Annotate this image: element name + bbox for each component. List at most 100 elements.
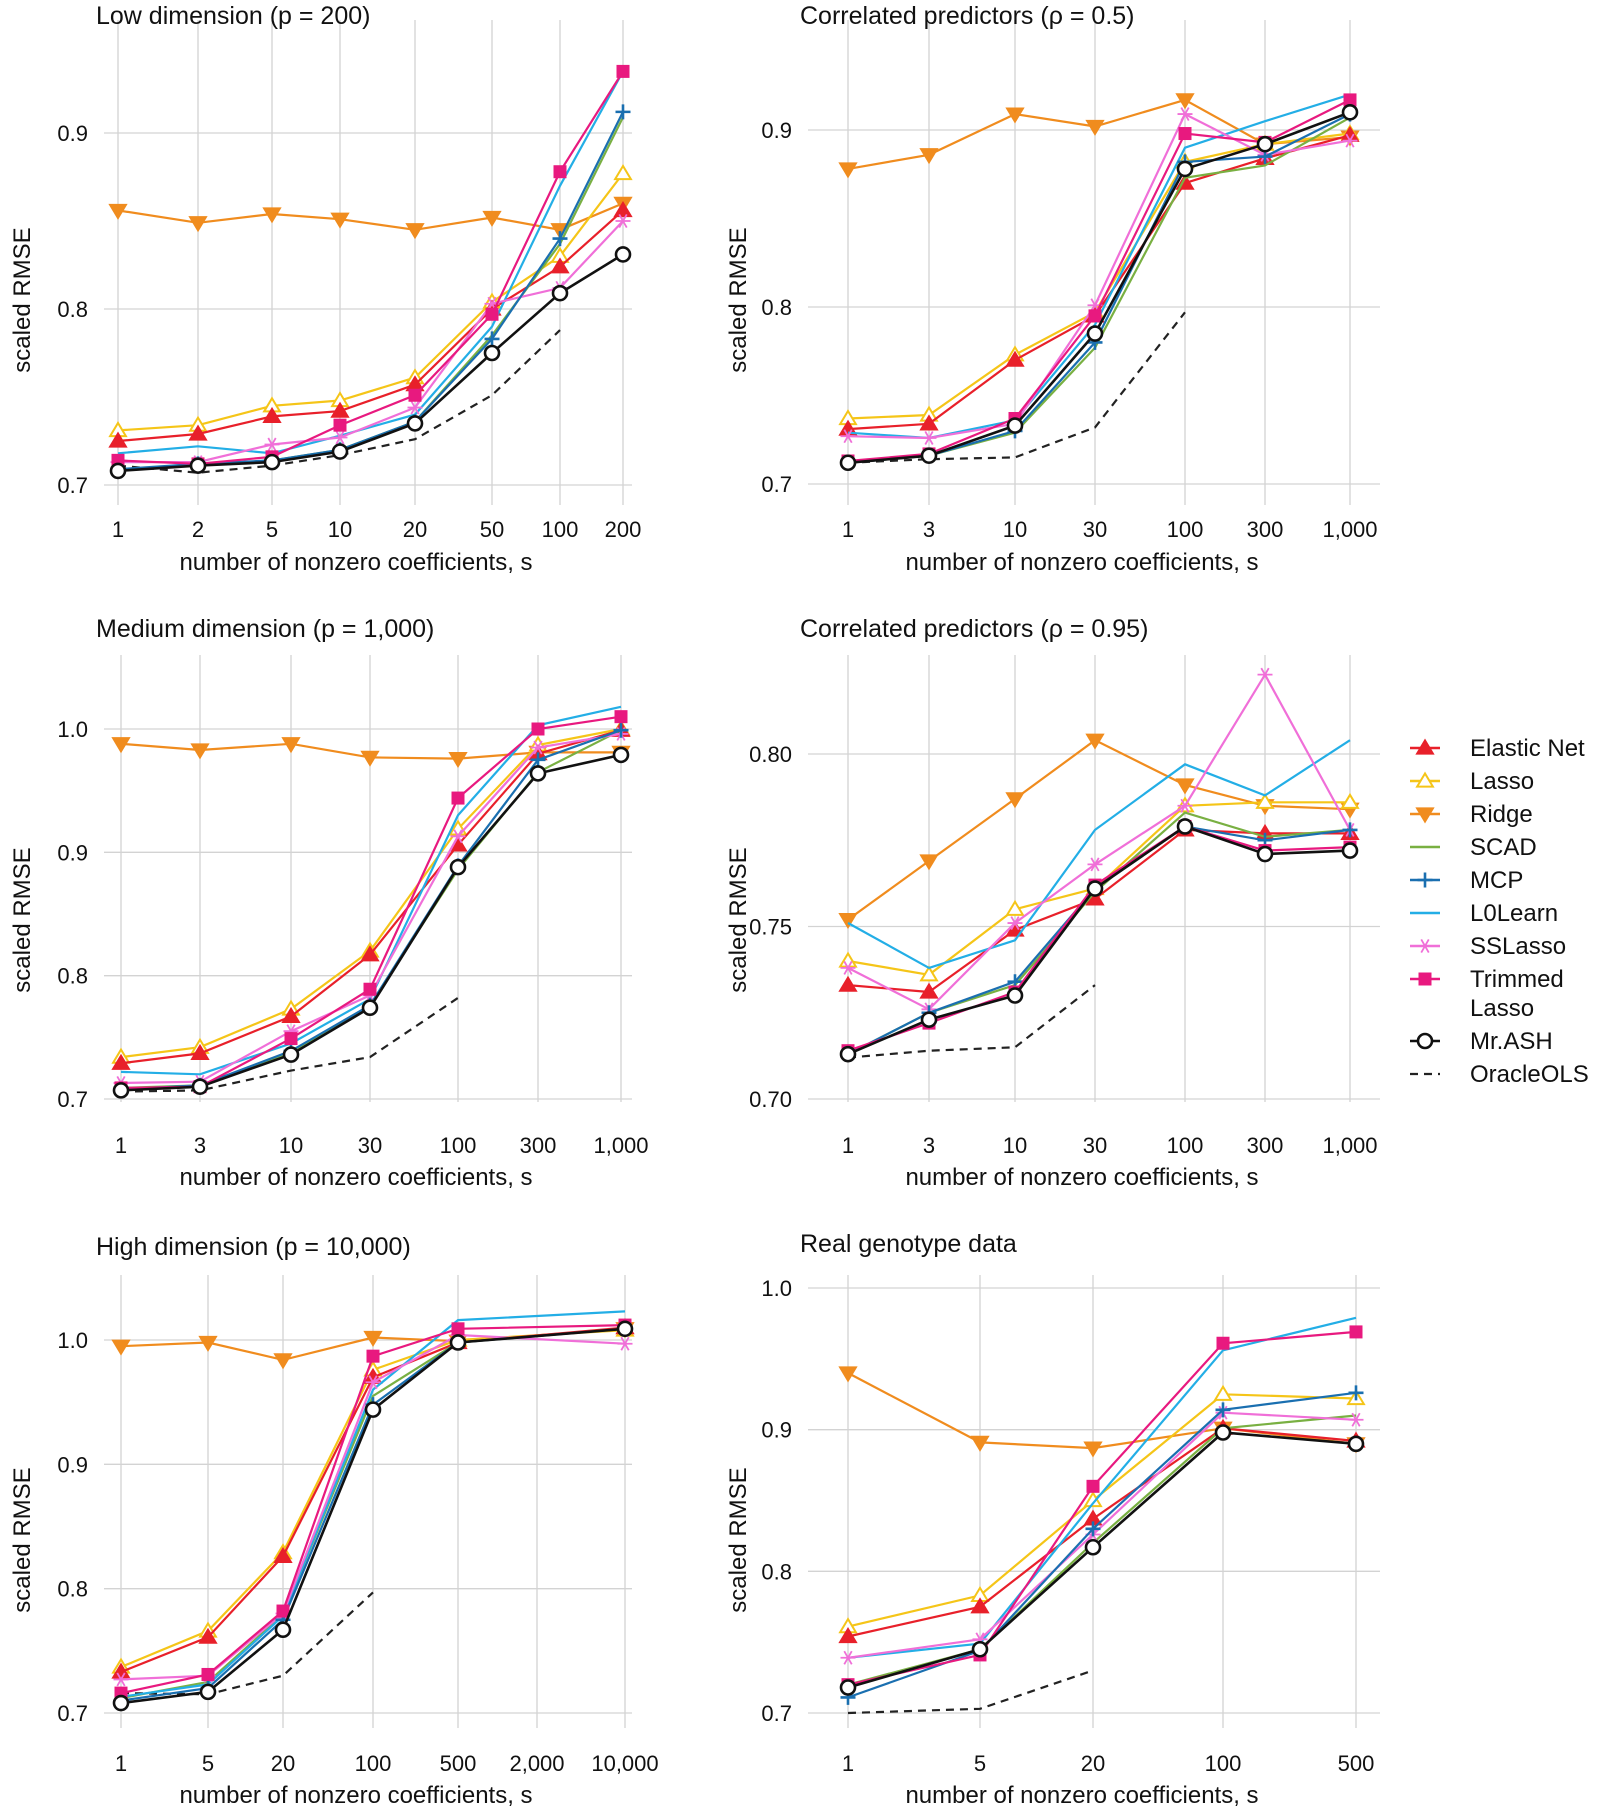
point-ridge bbox=[1005, 792, 1025, 809]
point-lasso bbox=[919, 965, 939, 982]
x-tick-label: 30 bbox=[358, 1133, 382, 1158]
x-tick-label: 1 bbox=[115, 1751, 127, 1776]
y-tick-label: 0.7 bbox=[761, 472, 792, 497]
series-line-trimmed-lasso bbox=[847, 1330, 1357, 1686]
point-sslasso bbox=[332, 430, 348, 445]
panel-title: Correlated predictors (ρ = 0.95) bbox=[800, 615, 1148, 643]
legend-item-sslasso: SSLasso bbox=[1410, 933, 1566, 960]
x-tick-label: 10 bbox=[279, 1133, 303, 1158]
x-tick-label: 20 bbox=[1081, 1751, 1105, 1776]
x-tick-label: 300 bbox=[520, 1133, 557, 1158]
point-sslasso bbox=[615, 214, 631, 228]
series-line-lasso bbox=[117, 172, 624, 432]
point-ridge bbox=[1175, 93, 1195, 110]
series-mr-ash bbox=[839, 1424, 1365, 1696]
y-tick-label: 1.0 bbox=[761, 1276, 792, 1301]
point-elastic-net bbox=[198, 1627, 218, 1644]
x-tick-label: 1,000 bbox=[593, 1133, 648, 1158]
legend-label: SSLasso bbox=[1470, 933, 1566, 960]
point-ridge bbox=[919, 854, 939, 871]
point-ridge bbox=[273, 1353, 293, 1370]
x-tick-label: 10 bbox=[328, 517, 352, 542]
point-mcp bbox=[613, 722, 629, 738]
point-ridge bbox=[111, 1339, 131, 1356]
point-ridge bbox=[1175, 778, 1195, 795]
series-mr-ash bbox=[109, 246, 632, 480]
x-tick-label: 100 bbox=[1205, 1751, 1242, 1776]
point-mr-ash bbox=[1256, 135, 1274, 153]
series-line-l0learn bbox=[847, 739, 1351, 970]
legend-label: Trimmed Lasso bbox=[1470, 966, 1564, 1022]
series-ridge bbox=[838, 1366, 1366, 1458]
series-trimmed-lasso bbox=[841, 819, 1357, 1058]
legend-marker bbox=[1417, 939, 1433, 953]
point-ridge bbox=[198, 1335, 218, 1352]
series-line-scad bbox=[847, 1414, 1357, 1686]
point-mcp bbox=[1215, 1402, 1231, 1418]
point-elastic-net bbox=[613, 200, 633, 218]
x-axis-label: number of nonzero coefficients, s bbox=[179, 1782, 532, 1809]
series-oracleols bbox=[847, 311, 1186, 464]
point-sslasso bbox=[1177, 798, 1193, 813]
series-mcp bbox=[113, 722, 629, 1097]
point-mr-ash bbox=[1341, 104, 1359, 121]
point-ridge bbox=[919, 148, 939, 165]
panel-title: Low dimension (p = 200) bbox=[96, 2, 370, 30]
y-axis-label: scaled RMSE bbox=[725, 847, 752, 992]
series-oracleols bbox=[120, 996, 459, 1093]
point-mr-ash bbox=[361, 999, 379, 1017]
y-tick-label: 0.8 bbox=[57, 964, 88, 989]
point-sslasso bbox=[921, 431, 937, 445]
y-tick-label: 0.75 bbox=[749, 915, 792, 940]
point-mr-ash bbox=[112, 1694, 130, 1712]
point-sslasso bbox=[840, 1650, 856, 1665]
legend-marker bbox=[1417, 872, 1433, 888]
panel-3: 0.7 0.8 0.9 1.0 1 3 10 30 100 300 1,000 Medium dime… bbox=[9, 615, 649, 1191]
y-tick-label: 0.9 bbox=[761, 1418, 792, 1443]
series-line-mr-ash bbox=[847, 111, 1351, 465]
point-trimmed-lasso bbox=[553, 165, 567, 179]
series-oracleols bbox=[847, 1669, 1094, 1715]
series-ridge bbox=[108, 196, 633, 240]
point-mr-ash bbox=[614, 246, 632, 263]
point-elastic-net bbox=[550, 257, 570, 274]
series-line-elastic-net bbox=[847, 1427, 1357, 1638]
x-tick-label: 300 bbox=[1247, 1133, 1284, 1158]
series-line-oracleols bbox=[120, 996, 459, 1093]
point-ridge bbox=[1085, 733, 1105, 750]
point-mcp bbox=[484, 331, 500, 347]
y-tick-label: 0.80 bbox=[749, 742, 792, 767]
point-ridge bbox=[1085, 119, 1105, 136]
point-mr-ash bbox=[551, 284, 569, 302]
series-line-mr-ash bbox=[117, 253, 624, 473]
x-tick-label: 1 bbox=[842, 517, 854, 542]
point-trimmed-lasso bbox=[1178, 127, 1192, 141]
series-line-l0learn bbox=[120, 1310, 626, 1698]
series-lasso bbox=[838, 124, 1360, 426]
legend-marker bbox=[1415, 807, 1435, 824]
point-trimmed-lasso bbox=[1216, 1336, 1230, 1350]
legend-item-ridge: Ridge bbox=[1410, 801, 1533, 828]
legend-marker bbox=[1415, 771, 1435, 788]
point-ridge bbox=[360, 750, 380, 767]
series-scad bbox=[117, 116, 624, 471]
point-elastic-net bbox=[273, 1546, 293, 1563]
x-tick-label: 100 bbox=[542, 517, 579, 542]
legend-item-trimmed-lasso: Trimmed Lasso bbox=[1410, 966, 1564, 1022]
point-trimmed-lasso bbox=[616, 64, 630, 78]
series-line-sslasso bbox=[120, 1333, 626, 1681]
legend-item-oracleols: OracleOLS bbox=[1410, 1061, 1589, 1088]
point-mr-ash bbox=[1347, 1435, 1365, 1453]
x-tick-label: 5 bbox=[974, 1751, 986, 1776]
point-sslasso bbox=[1257, 667, 1273, 682]
point-trimmed-lasso bbox=[451, 1322, 465, 1336]
x-tick-label: 100 bbox=[1167, 1133, 1204, 1158]
point-mcp bbox=[1085, 1521, 1101, 1537]
point-mr-ash bbox=[112, 1082, 130, 1099]
x-tick-label: 5 bbox=[266, 517, 278, 542]
point-mr-ash bbox=[274, 1621, 292, 1638]
series-mr-ash bbox=[839, 818, 1359, 1063]
point-trimmed-lasso bbox=[363, 982, 377, 996]
series-trimmed-lasso bbox=[111, 64, 630, 471]
series-trimmed-lasso bbox=[114, 1318, 632, 1700]
